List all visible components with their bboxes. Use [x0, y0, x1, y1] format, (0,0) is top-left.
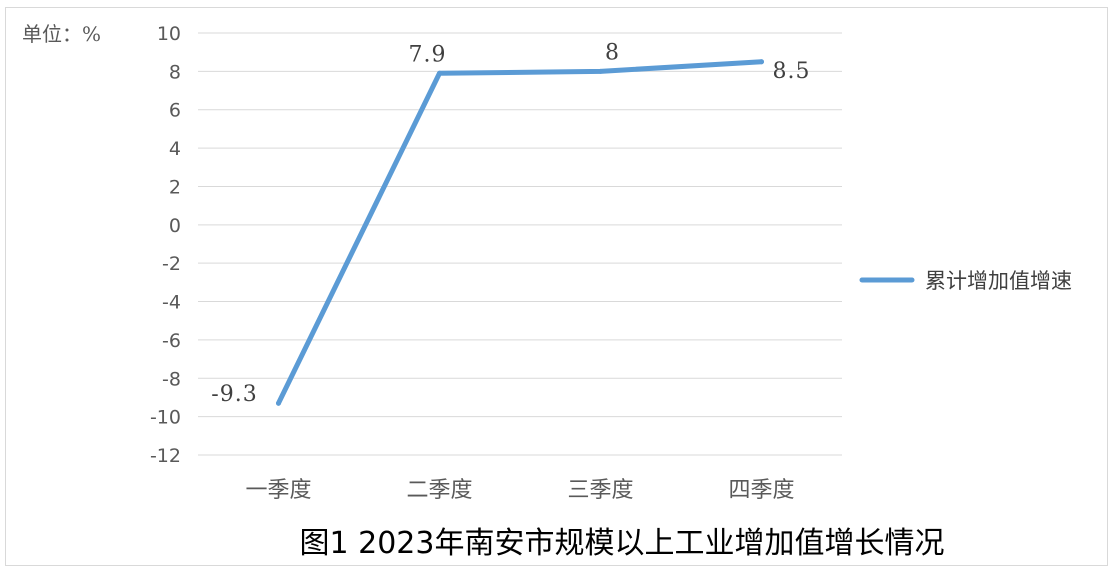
- y-axis-ticks: 10 8 6 4 2 0 -2 -4 -6 -8 -10 -12: [150, 23, 181, 467]
- gridlines: [198, 32, 842, 456]
- data-point: [437, 70, 442, 76]
- data-labels: -9.3 7.9 8 8.5: [211, 40, 811, 407]
- y-tick-label: -4: [162, 292, 181, 314]
- y-tick-label: -8: [162, 368, 181, 390]
- data-point: [759, 59, 764, 65]
- y-tick-label: 10: [157, 23, 181, 45]
- x-axis-categories: 一季度 二季度 三季度 四季度: [245, 478, 794, 503]
- data-label: 8.5: [773, 59, 811, 84]
- legend[interactable]: 累计增加值增速: [859, 269, 1072, 293]
- y-tick-label: -2: [162, 253, 181, 275]
- x-category-label: 三季度: [567, 478, 633, 503]
- x-category-label: 四季度: [728, 478, 794, 503]
- series-line: [276, 59, 764, 406]
- y-tick-label: 4: [169, 138, 181, 160]
- y-tick-label: -12: [150, 445, 181, 467]
- y-tick-label: -10: [150, 407, 181, 429]
- data-point: [598, 68, 603, 74]
- chart-title: 图1 2023年南安市规模以上工业增加值增长情况: [300, 526, 945, 561]
- legend-label: 累计增加值增速: [925, 269, 1072, 293]
- y-tick-label: 2: [169, 176, 181, 198]
- y-tick-label: 6: [169, 100, 181, 122]
- y-tick-label: 0: [169, 215, 181, 237]
- data-label: 7.9: [409, 42, 447, 67]
- unit-label: 单位：%: [22, 22, 101, 46]
- series-group: [276, 59, 764, 406]
- data-label: -9.3: [211, 382, 257, 407]
- chart-frame: [5, 7, 1108, 566]
- data-point: [276, 400, 281, 406]
- y-tick-label: -6: [162, 330, 181, 352]
- x-category-label: 一季度: [245, 478, 311, 503]
- data-label: 8: [605, 40, 620, 65]
- y-tick-label: 8: [169, 61, 181, 83]
- x-category-label: 二季度: [406, 478, 472, 503]
